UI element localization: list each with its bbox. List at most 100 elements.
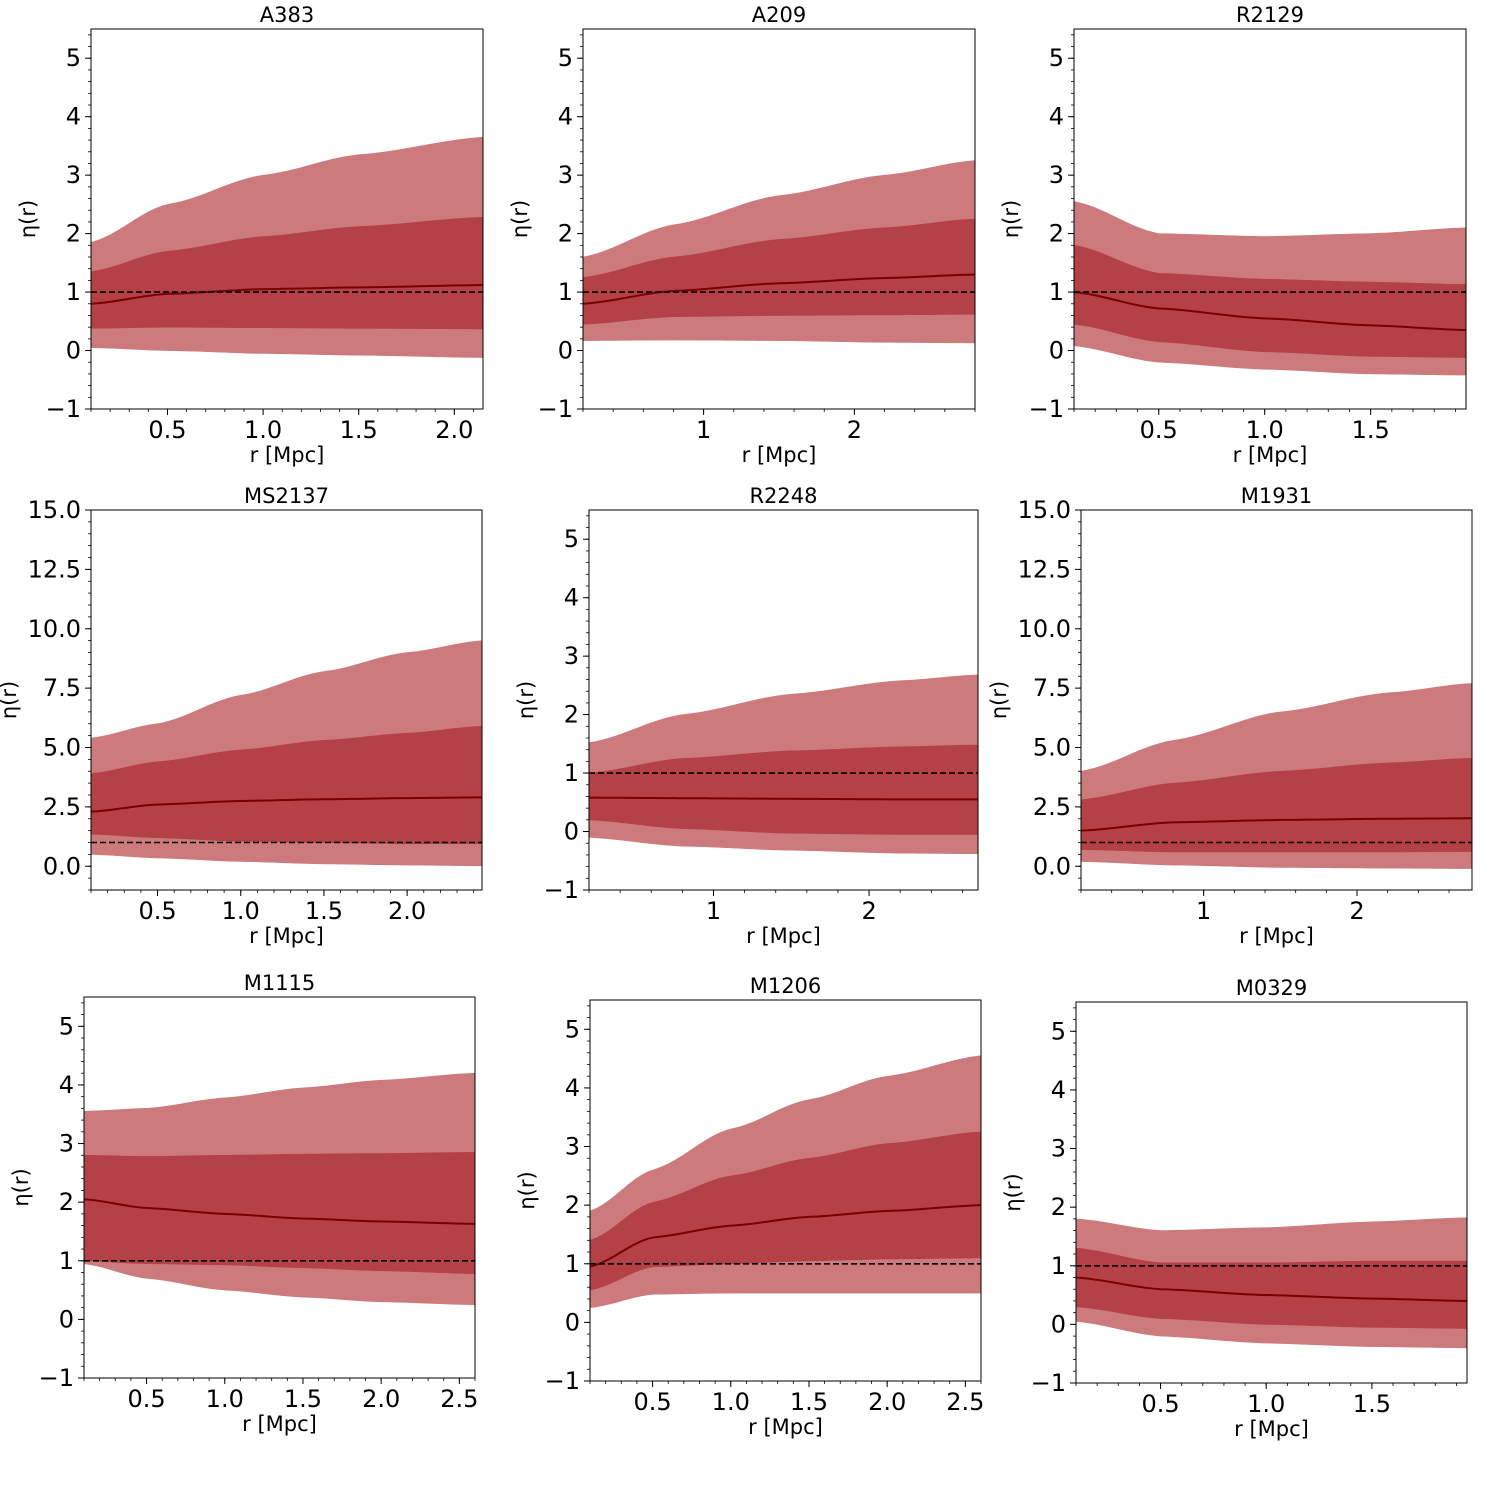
inner-band <box>583 218 975 325</box>
x-tick-label: 1 <box>696 416 711 444</box>
x-tick-label: 2.0 <box>362 1385 400 1413</box>
axes-frame <box>589 999 982 1382</box>
axes-frame <box>90 28 484 410</box>
x-tick-label: 0.5 <box>1141 1390 1179 1418</box>
y-tick-label: 5 <box>1049 44 1064 72</box>
plot-area <box>583 160 975 344</box>
x-tick-label: 1.0 <box>1246 416 1284 444</box>
y-tick-label: 0 <box>565 1308 580 1336</box>
y-tick-label: 3 <box>564 642 579 670</box>
axes-frame <box>1075 1001 1468 1384</box>
x-tick-label: 1.0 <box>244 416 282 444</box>
x-axis-label: r [Mpc] <box>1239 924 1314 948</box>
y-axis-label: η(r) <box>9 1168 33 1206</box>
y-axis-label: η(r) <box>514 681 538 719</box>
y-tick-label: 5 <box>565 1015 580 1043</box>
y-tick-label: 2 <box>558 220 573 248</box>
panel-r2248: 1 2 −1 0 1 2 3 4 5 R2248 r [Mpc] η(r) <box>514 484 979 948</box>
y-tick-label: 5 <box>66 44 81 72</box>
y-tick-label: −1 <box>1031 1369 1066 1397</box>
y-axis-label: η(r) <box>508 200 532 238</box>
median-line <box>583 273 975 305</box>
x-axis-label: r [Mpc] <box>746 924 821 948</box>
y-tick-label: 4 <box>1049 103 1064 131</box>
y-tick-label: 3 <box>66 161 81 189</box>
y-tick-label: −1 <box>544 876 579 904</box>
inner-band <box>1074 245 1466 358</box>
y-tick-label: 3 <box>1049 161 1064 189</box>
panel-title: A209 <box>752 3 806 27</box>
y-axis-label: η(r) <box>515 1171 539 1209</box>
panel-title: M0329 <box>1236 976 1308 1000</box>
y-tick-label: 15.0 <box>1018 496 1071 524</box>
y-tick-label: 5.0 <box>43 734 81 762</box>
x-tick-label: 2.5 <box>440 1385 478 1413</box>
y-tick-label: 3 <box>558 161 573 189</box>
plot-area <box>1081 683 1472 869</box>
x-axis-label: r [Mpc] <box>1234 1417 1309 1441</box>
inner-band <box>91 216 483 330</box>
plot-area <box>589 674 978 855</box>
panel-ms2137: 0.5 1.0 1.5 2.0 0.0 2.5 5.0 7.5 10.0 12.5 15.0 MS21… <box>0 484 483 948</box>
y-tick-label: 10.0 <box>28 615 81 643</box>
y-tick-label: 1 <box>1049 278 1064 306</box>
plot-area <box>1076 1217 1467 1349</box>
inner-band <box>1076 1247 1467 1329</box>
x-tick-label: 1.0 <box>206 1385 244 1413</box>
y-tick-label: 0 <box>1051 1310 1066 1338</box>
y-tick-label: 15.0 <box>28 496 81 524</box>
y-tick-label: 0 <box>564 818 579 846</box>
y-tick-label: 3 <box>1051 1135 1066 1163</box>
y-tick-label: 7.5 <box>43 674 81 702</box>
y-tick-label: 5 <box>59 1012 74 1040</box>
panel-r2129: 0.5 1.0 1.5 −1 0 1 2 3 4 5 R2129 r [Mpc] η(r) <box>999 3 1467 467</box>
y-tick-label: 1 <box>66 278 81 306</box>
y-tick-label: 4 <box>565 1074 580 1102</box>
y-tick-label: 2.5 <box>1033 793 1071 821</box>
panel-m1206: 0.5 1.0 1.5 2.0 2.5 −1 0 1 2 3 4 5 M1206 r [Mpc] η(r) <box>515 974 984 1439</box>
x-tick-label: 0.5 <box>1140 416 1178 444</box>
y-tick-label: 1 <box>565 1250 580 1278</box>
panel-m0329: 0.5 1.0 1.5 −1 0 1 2 3 4 5 M0329 r [Mpc] η(r) <box>1001 976 1468 1441</box>
y-tick-label: 3 <box>565 1133 580 1161</box>
inner-band <box>84 1152 475 1274</box>
y-tick-label: 12.5 <box>1018 555 1071 583</box>
x-axis-label: r [Mpc] <box>742 443 817 467</box>
panel-a383: 0.5 1.0 1.5 2.0 −1 0 1 2 3 4 5 A383 r [Mpc] η(r) <box>16 3 484 467</box>
x-axis-label: r [Mpc] <box>250 443 325 467</box>
y-tick-label: 1 <box>59 1247 74 1275</box>
y-tick-label: 5 <box>564 525 579 553</box>
x-axis-label: r [Mpc] <box>249 924 324 948</box>
y-tick-label: 12.5 <box>28 555 81 583</box>
axes-frame <box>1073 28 1467 410</box>
median-line <box>1081 817 1472 832</box>
x-tick-label: 1.5 <box>340 416 378 444</box>
y-tick-label: 0 <box>66 337 81 365</box>
median-line <box>1074 291 1466 332</box>
y-tick-label: −1 <box>545 1367 580 1395</box>
axes-frame <box>582 28 976 410</box>
y-tick-label: 0 <box>1049 337 1064 365</box>
x-tick-label: 1.0 <box>222 897 260 925</box>
axes-frame <box>588 509 979 891</box>
inner-band <box>590 1131 981 1291</box>
x-tick-label: 0.5 <box>127 1385 165 1413</box>
x-tick-label: 1.5 <box>284 1385 322 1413</box>
y-tick-label: 2 <box>59 1188 74 1216</box>
x-tick-label: 1.5 <box>790 1388 828 1416</box>
y-axis-label: η(r) <box>999 200 1023 238</box>
median-line <box>589 796 978 801</box>
x-axis-label: r [Mpc] <box>748 1415 823 1439</box>
median-line <box>1076 1276 1467 1302</box>
panel-title: A383 <box>260 3 314 27</box>
plot-area <box>84 1072 475 1306</box>
y-tick-label: 3 <box>59 1130 74 1158</box>
inner-band <box>589 744 978 835</box>
y-tick-label: 0.0 <box>1033 852 1071 880</box>
y-axis-label: η(r) <box>987 681 1011 719</box>
panel-m1115: 0.5 1.0 1.5 2.0 2.5 −1 0 1 2 3 4 5 M1115 r [Mpc] η(r) <box>9 971 478 1436</box>
y-tick-label: 0 <box>558 337 573 365</box>
y-tick-label: −1 <box>538 395 573 423</box>
panel-m1931: 1 2 0.0 2.5 5.0 7.5 10.0 12.5 15.0 M1931 r [Mpc] η(… <box>987 484 1473 948</box>
